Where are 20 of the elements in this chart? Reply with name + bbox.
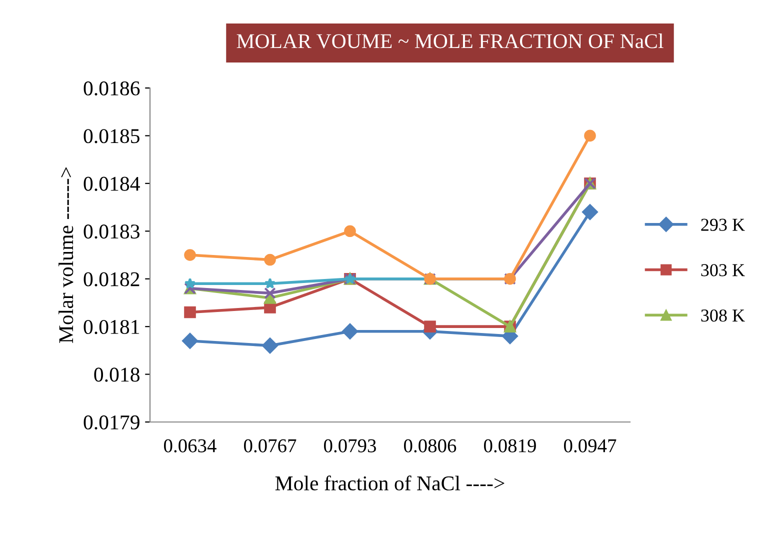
y-tick-label: 0.018: [94, 368, 140, 382]
y-axis-title: Molar volume ------>: [58, 167, 74, 343]
x-tick-label: 0.0947: [564, 439, 616, 452]
y-tick-label: 0.0182: [84, 272, 140, 286]
x-tick-label: 0.0819: [484, 439, 536, 452]
y-tick-label: 0.0184: [84, 176, 140, 191]
x-tick-label: 0.0634: [164, 439, 216, 452]
y-tick-label: 0.0183: [84, 224, 140, 239]
y-tick-label: 0.0185: [84, 129, 140, 144]
chart-title: MOLAR VOUME ~ MOLE FRACTION OF NaCl: [236, 34, 664, 48]
x-axis-title: Mole fraction of NaCl ---->: [275, 476, 504, 490]
y-tick-label: 0.0179: [84, 415, 140, 430]
x-tick-label: 0.0767: [244, 439, 296, 452]
y-tick-label: 0.0186: [84, 81, 140, 96]
y-tick-label: 0.0181: [84, 320, 140, 334]
x-tick-label: 0.0793: [324, 439, 376, 452]
legend-label: 303 K: [701, 264, 745, 276]
x-tick-label: 0.0806: [404, 439, 456, 452]
legend-label: 293 K: [701, 218, 745, 231]
legend-label: 308 K: [701, 309, 745, 322]
